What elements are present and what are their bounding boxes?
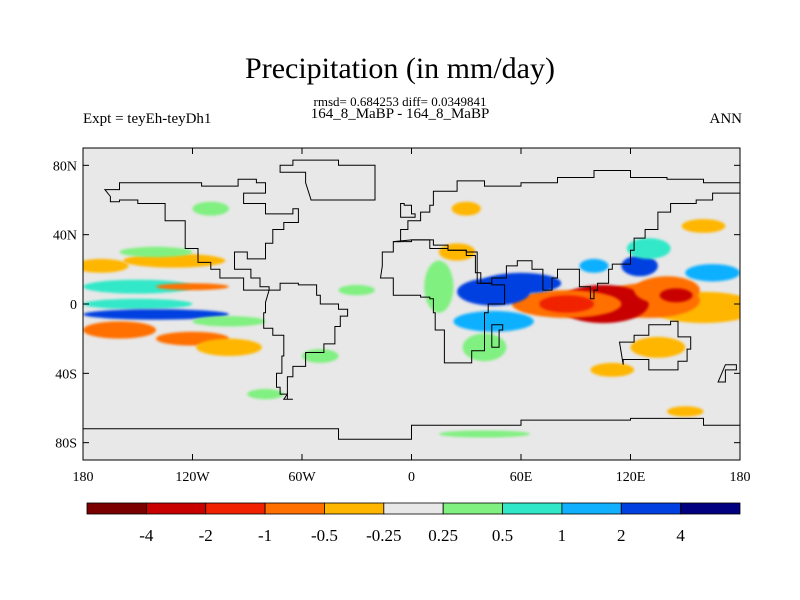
anomaly-region-11 [681, 219, 726, 233]
colorbar-label-3: -0.5 [311, 526, 338, 545]
landmass-outline-6 [400, 203, 416, 218]
landmass-outline-5 [618, 320, 692, 371]
x-tick-label-4: 60E [510, 470, 533, 485]
x-tick-label-5: 120E [616, 470, 646, 485]
colorbar-swatch-9 [620, 502, 682, 515]
colorbar-swatch-0 [86, 502, 147, 515]
colorbar-swatch-4 [324, 502, 385, 515]
anomaly-region-16 [453, 310, 534, 332]
experiment-label: Expt = teyEh-teyDh1 [83, 111, 212, 127]
colorbar-swatch-2 [205, 502, 266, 515]
anomaly-region-29 [196, 338, 262, 357]
colorbar-label-7: 1 [558, 526, 567, 545]
anomaly-region-25 [83, 298, 193, 310]
landmass-outline-1 [263, 282, 349, 395]
coastline-layer [83, 159, 740, 460]
chart-stats: rmsd= 0.684253 diff= 0.0349841 [313, 94, 487, 109]
anomaly-region-27 [83, 321, 156, 339]
anomaly-region-4 [539, 295, 594, 313]
x-tick-label-0: 180 [73, 470, 94, 485]
anomaly-region-22 [123, 253, 226, 268]
anomaly-region-9 [626, 238, 671, 259]
anomaly-region-37 [438, 430, 531, 438]
anomaly-region-13 [590, 362, 635, 377]
y-tick-label-0: 80N [53, 159, 77, 174]
landmass-outline-8 [717, 364, 737, 383]
anomaly-region-34 [247, 388, 284, 400]
x-tick-label-1: 120W [175, 470, 210, 485]
colorbar-swatch-10 [680, 502, 741, 515]
anomaly-region-6 [659, 288, 693, 303]
colorbar-label-5: 0.25 [428, 526, 458, 545]
y-tick-label-4: 80S [55, 437, 77, 452]
colorbar-swatch-5 [383, 502, 444, 515]
anomaly-region-31 [338, 284, 375, 296]
anomaly-region-21 [83, 258, 129, 273]
colorbar-label-4: -0.25 [366, 526, 401, 545]
anomaly-region-23 [83, 279, 193, 294]
chart-title: Precipitation (in mm/day) [245, 52, 555, 85]
colorbar-label-0: -4 [139, 526, 154, 545]
anomaly-region-8 [579, 258, 609, 273]
landmass-outline-3 [393, 170, 740, 300]
colorbar-swatch-1 [145, 502, 207, 515]
x-tick-label-3: 0 [408, 470, 415, 485]
colorbar-swatch-6 [442, 502, 503, 515]
colorbar: -4 -2 -1 -0.5 -0.25 0.25 0.5 1 2 4 [86, 502, 741, 545]
anomaly-region-36 [667, 406, 704, 417]
y-tick-label-2: 0 [70, 298, 77, 313]
landmass-outline-7 [491, 324, 504, 348]
anomaly-region-12 [630, 336, 686, 358]
y-axis: 80N 40N 0 40S 80S [53, 159, 740, 452]
landmass-outline-9 [282, 392, 293, 400]
x-axis: 180 120W 60W 0 60E 120E 180 [73, 148, 751, 485]
anomaly-region-20 [424, 260, 454, 313]
anomaly-region-10 [685, 264, 740, 282]
anomaly-region-30 [192, 316, 266, 327]
landmass-outline-4 [379, 239, 506, 364]
landmass-outline-10 [83, 417, 740, 460]
colorbar-swatch-3 [264, 502, 325, 515]
anomaly-region-26 [83, 309, 229, 320]
chart-subtitle: 164_8_MaBP - 164_8_MaBP [310, 106, 490, 122]
colorbar-label-6: 0.5 [492, 526, 513, 545]
landmass-outline-2 [279, 159, 376, 201]
colorbar-swatch-7 [502, 502, 563, 515]
colorbar-label-9: 4 [676, 526, 685, 545]
anomaly-region-32 [119, 246, 193, 258]
colorbar-label-2: -1 [258, 526, 272, 545]
colorbar-label-8: 2 [617, 526, 626, 545]
anomaly-region-35 [192, 201, 229, 216]
landmass-outline-0 [103, 178, 299, 291]
x-tick-label-6: 180 [730, 470, 751, 485]
y-tick-label-1: 40N [53, 229, 77, 244]
x-tick-label-2: 60W [288, 470, 316, 485]
y-tick-label-3: 40S [55, 367, 77, 382]
colorbar-label-1: -2 [199, 526, 213, 545]
anomaly-region-33 [302, 349, 339, 363]
anomaly-region-24 [156, 283, 229, 291]
anomaly-field [83, 201, 740, 438]
season-label: ANN [709, 111, 743, 127]
anomaly-region-19 [451, 201, 481, 216]
colorbar-swatch-8 [561, 502, 622, 515]
